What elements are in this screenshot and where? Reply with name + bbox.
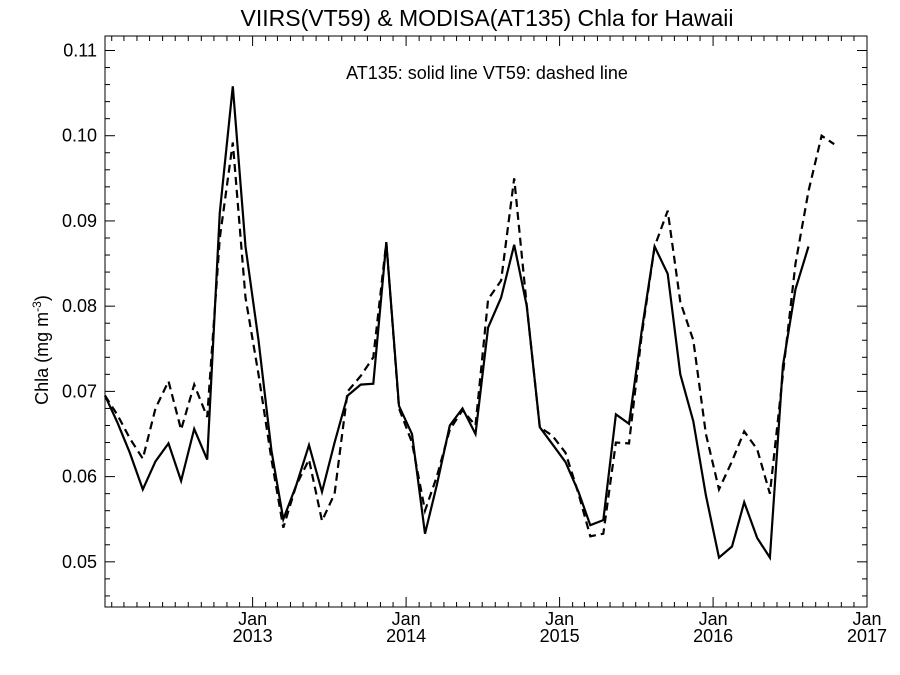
y-tick-label: 0.10: [62, 126, 97, 146]
chart-annotation: AT135: solid line VT59: dashed line: [346, 63, 628, 83]
chart-title: VIIRS(VT59) & MODISA(AT135) Chla for Haw…: [241, 5, 734, 31]
x-tick-label-year: 2015: [540, 626, 580, 646]
x-tick-label-year: 2014: [386, 626, 426, 646]
x-tick-label-month: Jan: [852, 609, 881, 629]
axes: 0.050.060.070.080.090.100.11Jan2013Jan20…: [62, 35, 887, 646]
series-line-vt59: [104, 133, 835, 538]
x-tick-label-year: 2013: [233, 626, 273, 646]
y-tick-label: 0.05: [62, 552, 97, 572]
x-tick-label-month: Jan: [238, 609, 267, 629]
y-axis-label-main: Chla (mg m: [32, 312, 52, 405]
y-tick-label: 0.11: [63, 40, 97, 60]
y-tick-label: 0.06: [62, 467, 97, 487]
y-tick-label: 0.07: [62, 381, 97, 401]
x-tick-label-month: Jan: [392, 609, 421, 629]
y-axis-label: Chla (mg m-3): [30, 295, 52, 405]
y-tick-label: 0.09: [62, 211, 97, 231]
x-tick-label-month: Jan: [545, 609, 574, 629]
x-tick-label-year: 2016: [693, 626, 733, 646]
y-tick-label: 0.08: [62, 296, 97, 316]
x-tick-label-month: Jan: [699, 609, 728, 629]
x-tick-label-year: 2017: [847, 626, 887, 646]
y-axis-label-close: ): [32, 295, 52, 301]
y-axis-label-sup: -3: [30, 301, 44, 312]
plot-frame: [104, 35, 868, 608]
series-line-at135: [104, 86, 810, 561]
series-layer: [104, 86, 835, 561]
